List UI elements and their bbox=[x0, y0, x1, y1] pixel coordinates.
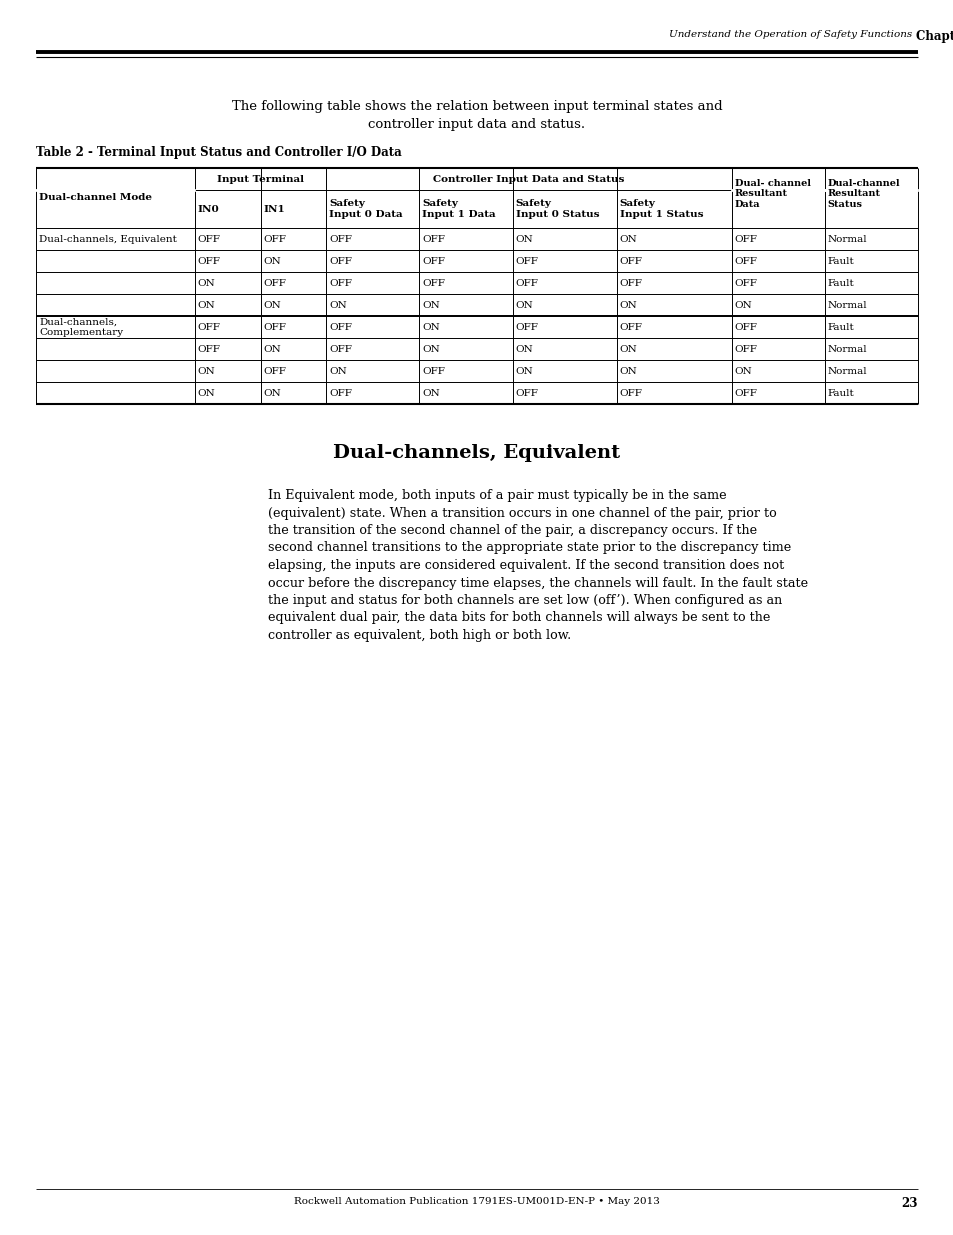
Text: IN1: IN1 bbox=[263, 205, 285, 214]
Text: ON: ON bbox=[422, 389, 439, 398]
Text: the input and status for both channels are set low (off’). When configured as an: the input and status for both channels a… bbox=[268, 594, 781, 606]
Text: ON: ON bbox=[263, 257, 281, 266]
Text: OFF: OFF bbox=[329, 235, 352, 243]
Text: In Equivalent mode, both inputs of a pair must typically be in the same: In Equivalent mode, both inputs of a pai… bbox=[268, 489, 726, 501]
Text: Dual-channels, Equivalent: Dual-channels, Equivalent bbox=[39, 235, 176, 243]
Text: Safety
Input 1 Status: Safety Input 1 Status bbox=[619, 199, 702, 219]
Text: OFF: OFF bbox=[263, 322, 286, 331]
Text: Dual-channels, Equivalent: Dual-channels, Equivalent bbox=[334, 445, 619, 462]
Text: OFF: OFF bbox=[619, 257, 642, 266]
Text: OFF: OFF bbox=[734, 257, 757, 266]
Text: ON: ON bbox=[422, 345, 439, 353]
Text: ON: ON bbox=[197, 367, 215, 375]
Text: 23: 23 bbox=[901, 1197, 917, 1210]
Text: Fault: Fault bbox=[827, 257, 854, 266]
Text: Understand the Operation of Safety Functions: Understand the Operation of Safety Funct… bbox=[668, 30, 911, 40]
Text: IN0: IN0 bbox=[197, 205, 219, 214]
Text: OFF: OFF bbox=[422, 257, 445, 266]
Text: occur before the discrepancy time elapses, the channels will fault. In the fault: occur before the discrepancy time elapse… bbox=[268, 577, 807, 589]
Text: OFF: OFF bbox=[734, 322, 757, 331]
Text: Rockwell Automation Publication 1791ES-UM001D-EN-P • May 2013: Rockwell Automation Publication 1791ES-U… bbox=[294, 1197, 659, 1207]
Text: Normal: Normal bbox=[827, 300, 866, 310]
Text: Fault: Fault bbox=[827, 322, 854, 331]
Text: OFF: OFF bbox=[422, 279, 445, 288]
Text: OFF: OFF bbox=[263, 235, 286, 243]
Text: Fault: Fault bbox=[827, 279, 854, 288]
Text: Controller Input Data and Status: Controller Input Data and Status bbox=[433, 174, 624, 184]
Text: Safety
Input 0 Data: Safety Input 0 Data bbox=[329, 199, 402, 219]
Text: controller as equivalent, both high or both low.: controller as equivalent, both high or b… bbox=[268, 629, 571, 642]
Text: Fault: Fault bbox=[827, 389, 854, 398]
Text: OFF: OFF bbox=[197, 345, 220, 353]
Text: ON: ON bbox=[422, 322, 439, 331]
Text: Dual-channels,
Complementary: Dual-channels, Complementary bbox=[39, 317, 123, 337]
Text: Table 2 - Terminal Input Status and Controller I/O Data: Table 2 - Terminal Input Status and Cont… bbox=[36, 146, 401, 159]
Text: Chapter 2: Chapter 2 bbox=[915, 30, 953, 43]
Text: OFF: OFF bbox=[515, 257, 537, 266]
Text: Dual-channel Mode: Dual-channel Mode bbox=[39, 194, 152, 203]
Text: OFF: OFF bbox=[734, 279, 757, 288]
Text: OFF: OFF bbox=[734, 389, 757, 398]
Text: ON: ON bbox=[329, 300, 347, 310]
Text: Normal: Normal bbox=[827, 367, 866, 375]
Text: ON: ON bbox=[619, 300, 637, 310]
Text: ON: ON bbox=[263, 345, 281, 353]
Text: ON: ON bbox=[197, 300, 215, 310]
Text: ON: ON bbox=[197, 389, 215, 398]
Text: controller input data and status.: controller input data and status. bbox=[368, 119, 585, 131]
Text: OFF: OFF bbox=[734, 235, 757, 243]
Text: ON: ON bbox=[734, 300, 752, 310]
Text: ON: ON bbox=[197, 279, 215, 288]
Text: OFF: OFF bbox=[329, 345, 352, 353]
Text: (equivalent) state. When a transition occurs in one channel of the pair, prior t: (equivalent) state. When a transition oc… bbox=[268, 506, 776, 520]
Text: ON: ON bbox=[515, 300, 533, 310]
Text: ON: ON bbox=[515, 235, 533, 243]
Text: OFF: OFF bbox=[515, 279, 537, 288]
Text: Safety
Input 0 Status: Safety Input 0 Status bbox=[515, 199, 598, 219]
Text: OFF: OFF bbox=[197, 235, 220, 243]
Text: OFF: OFF bbox=[619, 279, 642, 288]
Text: ON: ON bbox=[619, 345, 637, 353]
Text: ON: ON bbox=[329, 367, 347, 375]
Text: OFF: OFF bbox=[422, 367, 445, 375]
Text: Dual-channel
Resultant
Status: Dual-channel Resultant Status bbox=[827, 179, 900, 209]
Text: OFF: OFF bbox=[329, 279, 352, 288]
Text: ON: ON bbox=[734, 367, 752, 375]
Text: ON: ON bbox=[263, 389, 281, 398]
Text: OFF: OFF bbox=[329, 389, 352, 398]
Text: OFF: OFF bbox=[734, 345, 757, 353]
Text: Dual- channel
Resultant
Data: Dual- channel Resultant Data bbox=[734, 179, 810, 209]
Text: OFF: OFF bbox=[263, 367, 286, 375]
Text: Normal: Normal bbox=[827, 235, 866, 243]
Text: OFF: OFF bbox=[619, 389, 642, 398]
Text: OFF: OFF bbox=[619, 322, 642, 331]
Text: ON: ON bbox=[619, 235, 637, 243]
Text: OFF: OFF bbox=[422, 235, 445, 243]
Text: OFF: OFF bbox=[197, 257, 220, 266]
Text: OFF: OFF bbox=[515, 322, 537, 331]
Text: ON: ON bbox=[263, 300, 281, 310]
Text: elapsing, the inputs are considered equivalent. If the second transition does no: elapsing, the inputs are considered equi… bbox=[268, 559, 783, 572]
Text: ON: ON bbox=[619, 367, 637, 375]
Text: ON: ON bbox=[515, 345, 533, 353]
Text: OFF: OFF bbox=[263, 279, 286, 288]
Text: ON: ON bbox=[515, 367, 533, 375]
Text: The following table shows the relation between input terminal states and: The following table shows the relation b… bbox=[232, 100, 721, 112]
Text: ON: ON bbox=[422, 300, 439, 310]
Text: Normal: Normal bbox=[827, 345, 866, 353]
Text: Input Terminal: Input Terminal bbox=[217, 174, 304, 184]
Text: the transition of the second channel of the pair, a discrepancy occurs. If the: the transition of the second channel of … bbox=[268, 524, 757, 537]
Text: OFF: OFF bbox=[515, 389, 537, 398]
Text: Safety
Input 1 Data: Safety Input 1 Data bbox=[422, 199, 496, 219]
Text: OFF: OFF bbox=[329, 322, 352, 331]
Text: equivalent dual pair, the data bits for both channels will always be sent to the: equivalent dual pair, the data bits for … bbox=[268, 611, 770, 625]
Text: OFF: OFF bbox=[197, 322, 220, 331]
Text: second channel transitions to the appropriate state prior to the discrepancy tim: second channel transitions to the approp… bbox=[268, 541, 790, 555]
Text: OFF: OFF bbox=[329, 257, 352, 266]
